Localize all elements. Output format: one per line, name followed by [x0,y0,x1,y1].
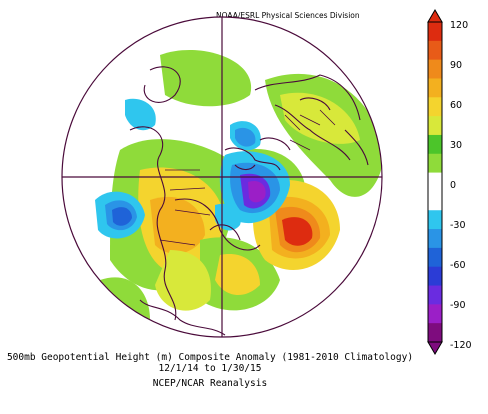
colorbar-segment [428,285,442,305]
colorbar-segment [428,97,442,117]
colorbar-segment [428,172,442,192]
caption-date-range: 12/1/14 to 1/30/15 [158,363,262,374]
colorbar-segment [428,78,442,98]
colorbar-tick-label: -60 [450,260,466,271]
colorbar-tick-label: -30 [450,220,466,231]
colorbar-segment [428,116,442,136]
colorbar-segment [428,40,442,61]
colorbar-bottom-arrow [427,341,443,355]
colorbar-tick-label: 30 [450,140,463,151]
map-credit: NOAA/ESRL Physical Sciences Division [216,11,360,20]
colorbar-segment [428,59,442,79]
globe-outline [61,16,383,338]
colorbar-segment [428,247,442,268]
colorbar-tick-label: 90 [450,60,463,71]
colorbar-segment [428,153,442,174]
colorbar-segment [428,22,442,42]
colorbar-tick-label: 60 [450,100,463,111]
caption-title: 500mb Geopotential Height (m) Composite … [6,352,414,363]
anomaly-field [62,17,382,337]
colorbar-top-arrow [427,9,443,23]
colorbar-segment [428,323,442,343]
colorbar-segment [428,266,442,287]
colorbar-segment [428,210,442,230]
colorbar-tick-label: -90 [450,300,466,311]
colorbar-segment [428,191,442,211]
colorbar-tick-label: -120 [450,340,472,351]
colorbar-segment [428,304,442,324]
caption-source: NCEP/NCAR Reanalysis [152,378,268,389]
colorbar-segment [428,134,442,155]
colorbar-tick-label: 120 [450,20,469,31]
colorbar-segment [428,229,442,249]
colorbar-tick-label: 0 [450,180,457,191]
